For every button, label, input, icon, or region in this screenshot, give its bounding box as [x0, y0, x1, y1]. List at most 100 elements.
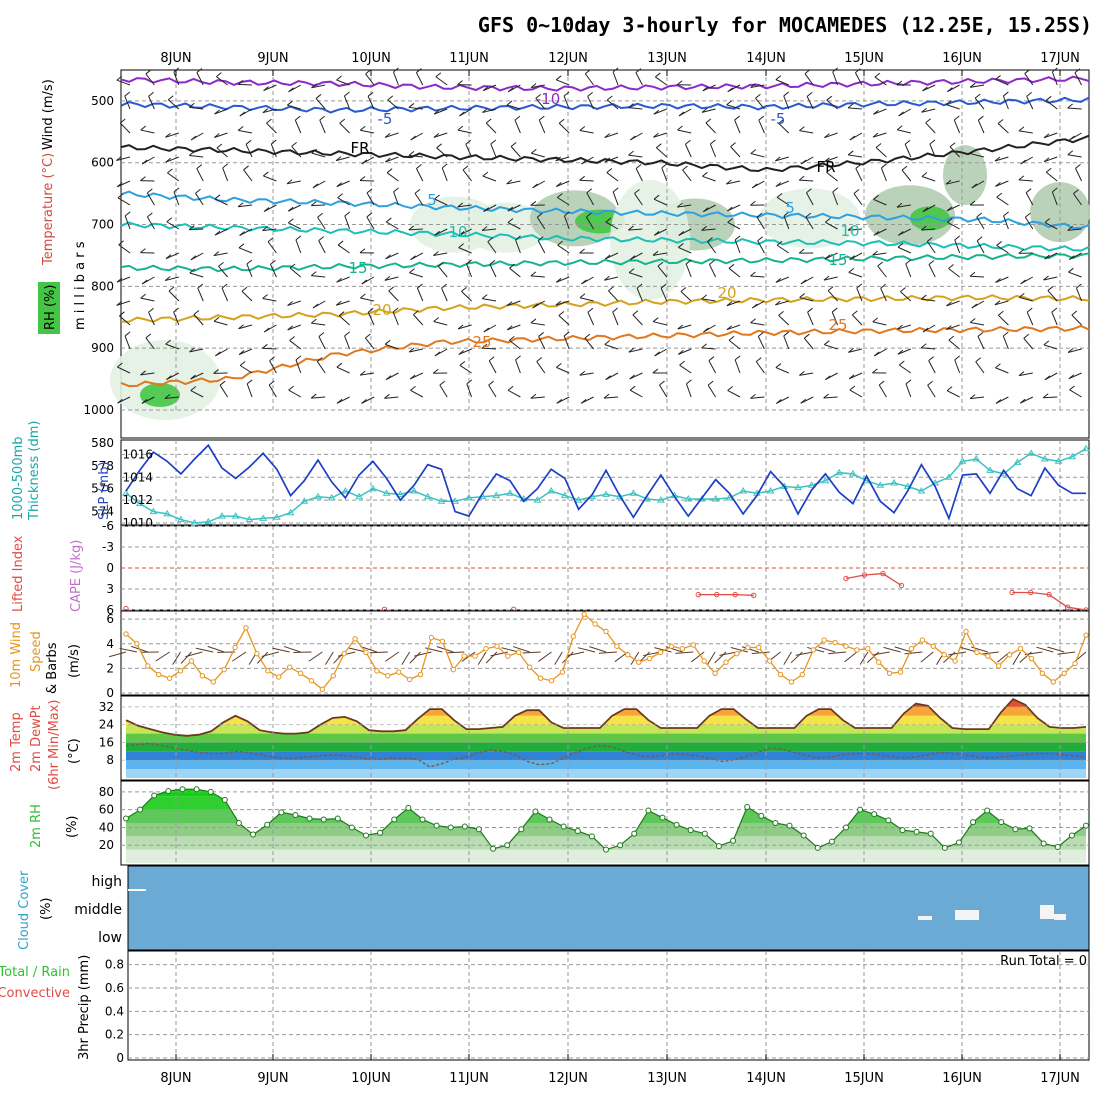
wind-barb-flag	[416, 164, 422, 169]
wind-barb	[344, 335, 351, 350]
wind-barb-flag	[954, 235, 961, 241]
wind-barb	[409, 272, 423, 278]
wind-barb-flag	[335, 156, 342, 162]
wind-barb	[291, 146, 302, 158]
wind-barb-flag	[1043, 157, 1050, 163]
wind-barb-flag	[116, 277, 123, 283]
wind-barb-flag	[214, 133, 220, 138]
wind-barb-flag	[116, 75, 123, 81]
wind-barb	[612, 71, 619, 86]
wind-barb	[336, 300, 350, 306]
wind-barb	[758, 119, 765, 134]
wind-barb-flag	[441, 283, 447, 289]
wind-barb-flag	[188, 225, 195, 231]
date-top-8JUN: 8JUN	[160, 51, 191, 66]
thickness-marker	[656, 496, 665, 503]
wind10m-point	[766, 658, 773, 664]
wind-barb-flag	[832, 187, 839, 193]
thickness-marker	[1082, 444, 1090, 452]
wind-barb	[482, 175, 497, 182]
wind10m-point	[832, 639, 838, 646]
wind-barb-flag	[555, 277, 562, 283]
wind-barb	[262, 108, 277, 114]
wind-barb-flag	[386, 168, 393, 174]
wind-barb	[148, 96, 155, 110]
wind-barb-flag	[758, 115, 765, 121]
wind-barb-flag	[677, 202, 683, 208]
rh2m-point	[673, 821, 680, 828]
wind-barb-flag	[1067, 226, 1073, 231]
wind-barb	[974, 97, 985, 110]
wind-barb	[1002, 95, 1009, 110]
wind-barb-flag	[579, 126, 586, 131]
cloud-block-1	[955, 910, 979, 920]
rh2m-point	[207, 788, 214, 795]
wind-barb-flag	[190, 135, 197, 141]
wind-barb	[1051, 311, 1058, 326]
wind-barb-flag	[976, 212, 983, 218]
wind-barb	[579, 179, 594, 182]
rh2m-point	[461, 823, 468, 830]
wind-barb-flag	[433, 132, 440, 138]
wind-barb	[337, 197, 350, 206]
wind-barb-flag	[1045, 167, 1052, 173]
wind-barb-flag	[317, 212, 323, 218]
wind-barb	[408, 228, 423, 231]
wind-barb-flag	[1002, 331, 1009, 337]
thickness-marker	[259, 514, 268, 521]
date-top-10JUN: 10JUN	[351, 51, 391, 66]
wind-barb	[872, 132, 887, 138]
wind-barb-flag	[726, 301, 733, 307]
wind10m-barb	[783, 651, 792, 665]
wind-barb-flag	[756, 212, 763, 218]
rh-blob-12	[610, 180, 690, 300]
wind-barb-flag	[652, 368, 659, 374]
wind10m-point	[952, 658, 958, 664]
wind-barb-flag	[188, 151, 195, 156]
wind-barb-flag	[384, 133, 391, 138]
wind-barb	[119, 122, 131, 134]
wind-barb-flag	[927, 380, 933, 386]
wind-barb	[465, 144, 473, 158]
wind-barb-flag	[459, 111, 465, 117]
wind10m-barb	[1012, 651, 1021, 665]
wind-barb	[189, 348, 204, 353]
wind10m-barb	[691, 651, 705, 663]
wind-barb-flag	[969, 394, 976, 399]
wind-barb-flag	[483, 207, 489, 212]
wind-barb	[775, 180, 789, 187]
wind-barb	[853, 193, 863, 206]
wind-barb	[173, 311, 180, 326]
wind-barb	[116, 276, 131, 283]
thickness-tick-580: 580	[91, 436, 114, 450]
wind-barb	[655, 76, 668, 86]
wind-barb-flag	[262, 343, 268, 349]
wind-tick-6: 6	[106, 612, 114, 626]
pressure-tick-500: 500	[91, 94, 114, 108]
wind-barb-flag	[530, 271, 537, 277]
thickness-marker	[410, 487, 418, 494]
wind10m-barb	[828, 651, 847, 655]
wind-barb-flag	[385, 254, 391, 260]
wind-barb	[875, 147, 887, 158]
wind-barb-flag	[849, 135, 856, 141]
temp-band-2	[126, 751, 1086, 761]
wind-barb	[728, 339, 741, 350]
wind-barb-flag	[361, 399, 367, 404]
contour-label-10: 15	[828, 251, 847, 269]
wind10m-barb	[920, 651, 934, 663]
pressure-tick-1000: 1000	[83, 403, 114, 417]
wind-barb-flag	[287, 218, 294, 224]
wind-barb-flag	[361, 279, 368, 285]
wind-barb-flag	[778, 118, 784, 124]
wind10m-point	[646, 655, 653, 662]
wind-barb	[530, 322, 545, 326]
wind-barb-flag	[506, 179, 513, 185]
wind-barb	[287, 204, 302, 212]
wind-barb	[336, 79, 350, 86]
wind-barb-flag	[408, 347, 415, 353]
wind-barb-flag	[316, 357, 323, 362]
thickness-marker	[341, 487, 350, 494]
wind-barb-flag	[270, 259, 276, 265]
wind-barb	[896, 204, 911, 208]
